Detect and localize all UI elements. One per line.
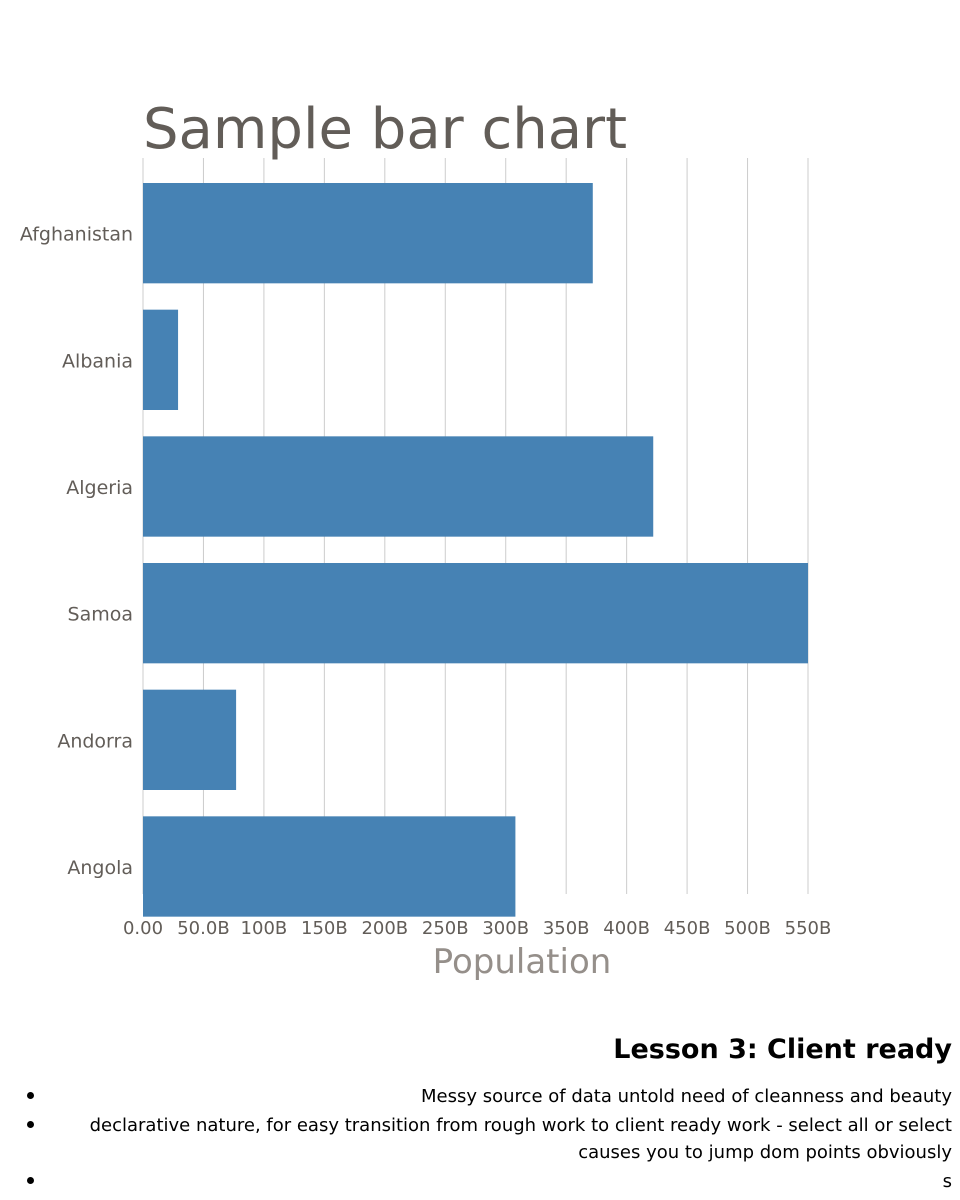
category-label: Albania: [62, 350, 133, 372]
lesson-list: Messy source of data untold need of clea…: [0, 1081, 952, 1195]
bar-samoa: [143, 563, 808, 664]
category-label: Algeria: [66, 477, 133, 499]
x-tick-label: 400B: [603, 918, 650, 939]
x-tick-label: 150B: [301, 918, 348, 939]
x-tick-label: 300B: [482, 918, 529, 939]
x-tick-label: 450B: [664, 918, 711, 939]
bar-afghanistan: [143, 183, 593, 284]
x-tick-label: 500B: [724, 918, 771, 939]
x-tick-label: 100B: [241, 918, 288, 939]
x-tick-label: 50.0B: [177, 918, 229, 939]
lesson-section: Lesson 3: Client ready Messy source of d…: [0, 1034, 952, 1195]
list-item: declarative nature, for easy transition …: [48, 1110, 952, 1166]
bars: [143, 183, 808, 917]
x-tick-label: 0.00: [123, 918, 163, 939]
x-tick-label: 550B: [785, 918, 832, 939]
bar-andorra: [143, 689, 237, 790]
category-label: Andorra: [57, 730, 133, 752]
lesson-heading: Lesson 3: Client ready: [613, 1034, 952, 1065]
x-tick-label: 250B: [422, 918, 469, 939]
bar-chart: Sample bar chart Afghanistan Albania Alger…: [20, 97, 831, 982]
bar-angola: [143, 816, 516, 917]
list-item: s: [48, 1166, 952, 1195]
category-labels: Afghanistan Albania Algeria Samoa Andorra Ang…: [20, 224, 133, 879]
category-label: Samoa: [68, 604, 133, 626]
chart-title: Sample bar chart: [143, 97, 627, 162]
x-tick-label: 350B: [543, 918, 590, 939]
category-label: Angola: [67, 857, 133, 879]
x-axis-ticks: 0.00 50.0B 100B 150B 200B 250B 300B 350B 400B 450…: [123, 918, 831, 939]
list-item: Messy source of data untold need of clea…: [48, 1081, 952, 1110]
x-tick-label: 200B: [361, 918, 408, 939]
bar-algeria: [143, 436, 654, 537]
bar-albania: [143, 309, 179, 410]
x-axis-title: Population: [433, 942, 612, 982]
category-label: Afghanistan: [20, 224, 133, 246]
